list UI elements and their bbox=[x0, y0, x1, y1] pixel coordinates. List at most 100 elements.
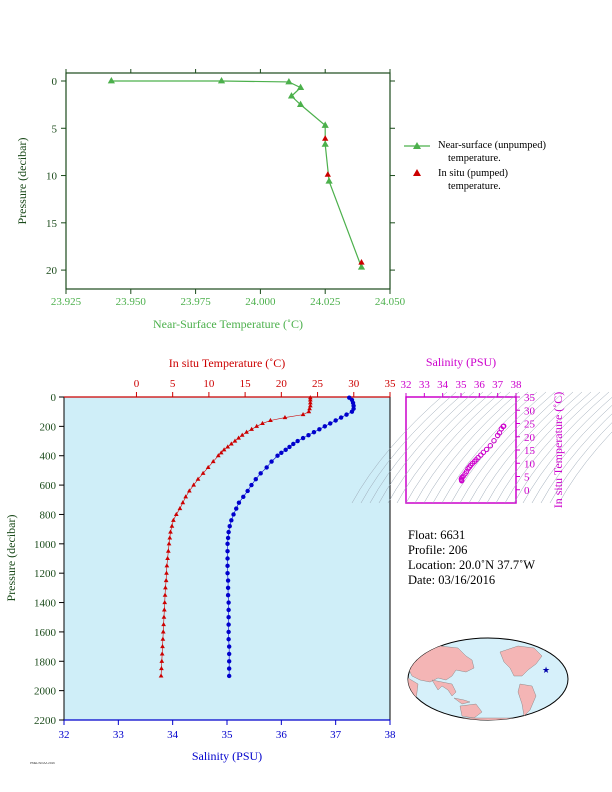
salinity-tick-label: 34 bbox=[167, 729, 179, 741]
temperature-point bbox=[200, 470, 206, 475]
pressure-tick-label: 2000 bbox=[34, 686, 57, 698]
temperature-point bbox=[165, 555, 170, 561]
point-near-surface bbox=[217, 77, 226, 84]
legend-red-label-1: In situ (pumped) bbox=[438, 168, 508, 179]
salinity-point bbox=[225, 563, 230, 569]
pressure-tick-label: 1800 bbox=[34, 656, 57, 668]
temperature-point bbox=[159, 658, 165, 663]
temperature-point bbox=[160, 636, 166, 641]
salinity-point bbox=[245, 488, 250, 494]
salinity-point bbox=[226, 666, 232, 671]
salinity-point bbox=[253, 477, 258, 482]
salinity-point bbox=[236, 500, 242, 505]
near-surface-y-label: Pressure (decibar) bbox=[15, 138, 29, 225]
pressure-tick-label: 1200 bbox=[34, 568, 57, 580]
near-surface-y-ticks: 0 5 10 15 20 bbox=[46, 76, 395, 277]
salinity-point bbox=[234, 506, 239, 511]
salinity-point bbox=[225, 593, 231, 598]
ts-x-tick-label: 34 bbox=[437, 379, 449, 391]
salinity-point bbox=[328, 421, 333, 426]
salinity-point bbox=[226, 600, 231, 605]
salinity-tick-label: 35 bbox=[222, 729, 234, 741]
legend-green-label-2: temperature. bbox=[448, 153, 501, 164]
point-near-surface bbox=[287, 92, 296, 99]
ts-point bbox=[501, 423, 507, 429]
pressure-tick-label: 600 bbox=[40, 480, 57, 492]
salinity-point bbox=[225, 570, 230, 576]
y-tick-label: 20 bbox=[46, 265, 58, 277]
temperature-point bbox=[163, 585, 168, 590]
density-contour bbox=[522, 396, 612, 504]
temperature-point bbox=[161, 621, 166, 627]
salinity-point bbox=[349, 409, 355, 414]
temperature-point bbox=[254, 423, 260, 428]
point-near-surface bbox=[357, 263, 366, 270]
point-in-situ bbox=[322, 135, 329, 141]
temperature-point bbox=[218, 450, 224, 455]
salinity-point bbox=[225, 548, 230, 554]
legend-red-label-2: temperature. bbox=[448, 181, 501, 192]
density-contour bbox=[504, 391, 601, 504]
world-map: ★ bbox=[407, 637, 569, 721]
temperature-point bbox=[173, 511, 179, 517]
salinity-point bbox=[226, 615, 231, 620]
temperature-point bbox=[244, 429, 249, 434]
temperature-point bbox=[167, 535, 173, 540]
salinity-point bbox=[226, 607, 231, 613]
density-contour bbox=[531, 405, 612, 504]
float-id: Float: 6631 bbox=[408, 528, 465, 542]
salinity-point bbox=[249, 482, 254, 488]
salinity-tick-label: 36 bbox=[276, 729, 288, 741]
ts-y-tick-label: 15 bbox=[524, 445, 536, 457]
temperature-point bbox=[306, 409, 312, 414]
temperature-point bbox=[249, 426, 254, 431]
float-location-marker: ★ bbox=[542, 665, 550, 675]
temp-tick-label: 20 bbox=[276, 378, 288, 390]
pressure-axis-label: Pressure (decibar) bbox=[4, 515, 18, 602]
ts-point bbox=[491, 438, 497, 444]
profile-chart: 0 5 10 15 20 25 30 35 32 33 34 35 36 37 38 0 200 400 600… bbox=[4, 356, 396, 763]
x-tick-label: 23.950 bbox=[116, 296, 147, 308]
salinity-point bbox=[225, 578, 231, 583]
salinity-axis-ticks: 32 33 34 35 36 37 38 bbox=[59, 720, 396, 741]
salinity-point bbox=[287, 444, 292, 450]
salinity-tick-label: 32 bbox=[59, 729, 70, 741]
temperature-point bbox=[159, 651, 165, 656]
density-contour bbox=[468, 391, 565, 504]
ts-point bbox=[463, 469, 470, 475]
ts-y-tick-label: 30 bbox=[524, 405, 536, 417]
salinity-point bbox=[231, 512, 236, 517]
point-near-surface bbox=[107, 77, 115, 84]
temperature-point bbox=[160, 629, 166, 634]
x-tick-label: 23.975 bbox=[180, 296, 211, 308]
salinity-point bbox=[225, 535, 231, 541]
salinity-point bbox=[225, 585, 231, 591]
ts-x-tick-label: 38 bbox=[511, 379, 523, 391]
ts-y-tick-label: 0 bbox=[524, 485, 530, 497]
near-surface-x-label: Near-Surface Temperature (˚C) bbox=[153, 317, 303, 331]
density-contour bbox=[378, 391, 475, 504]
salinity-point bbox=[226, 622, 231, 627]
ts-y-tick-label: 25 bbox=[524, 419, 536, 431]
temperature-point bbox=[232, 438, 238, 443]
footnote: PMEL/NOAA 2016 bbox=[30, 761, 55, 765]
salinity-point bbox=[279, 450, 284, 455]
temperature-point bbox=[162, 592, 168, 597]
temperature-point bbox=[229, 441, 234, 446]
pressure-tick-label: 2200 bbox=[34, 715, 57, 727]
point-near-surface bbox=[296, 83, 305, 91]
density-contour bbox=[477, 391, 574, 504]
density-contour bbox=[558, 431, 612, 504]
density-contour bbox=[387, 391, 484, 504]
temperature-point bbox=[164, 570, 169, 575]
ts-points bbox=[458, 423, 507, 484]
density-contour bbox=[405, 391, 502, 504]
salinity-point bbox=[269, 459, 274, 464]
ts-y-tick-label: 5 bbox=[524, 472, 530, 484]
temperature-point bbox=[205, 464, 211, 470]
salinity-point bbox=[300, 435, 306, 441]
pressure-tick-label: 1400 bbox=[34, 598, 57, 610]
point-near-surface bbox=[285, 77, 293, 85]
